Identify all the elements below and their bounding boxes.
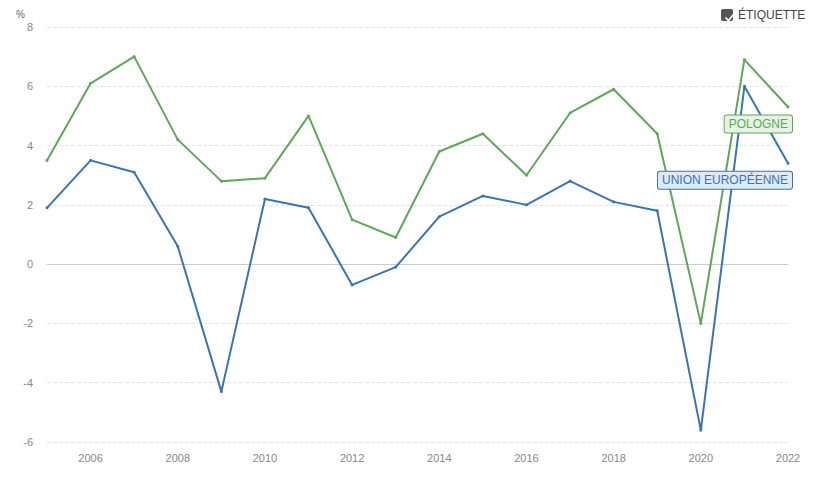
svg-text:0: 0 xyxy=(27,258,33,270)
svg-text:2: 2 xyxy=(27,199,33,211)
svg-text:2006: 2006 xyxy=(78,452,102,464)
svg-text:2016: 2016 xyxy=(514,452,538,464)
svg-text:UNION EUROPÉENNE: UNION EUROPÉENNE xyxy=(662,172,788,187)
svg-text:%: % xyxy=(16,9,25,20)
svg-text:4: 4 xyxy=(27,140,33,152)
svg-text:ÉTIQUETTE: ÉTIQUETTE xyxy=(738,7,805,22)
svg-text:2018: 2018 xyxy=(601,452,625,464)
svg-text:2010: 2010 xyxy=(253,452,277,464)
svg-text:-2: -2 xyxy=(23,317,33,329)
svg-text:-6: -6 xyxy=(23,436,33,448)
svg-text:2012: 2012 xyxy=(340,452,364,464)
svg-text:2014: 2014 xyxy=(427,452,451,464)
svg-text:2008: 2008 xyxy=(166,452,190,464)
svg-text:2020: 2020 xyxy=(689,452,713,464)
svg-text:8: 8 xyxy=(27,21,33,33)
svg-text:POLOGNE: POLOGNE xyxy=(729,117,788,131)
svg-text:6: 6 xyxy=(27,80,33,92)
svg-text:2022: 2022 xyxy=(776,452,800,464)
svg-text:-4: -4 xyxy=(23,377,33,389)
